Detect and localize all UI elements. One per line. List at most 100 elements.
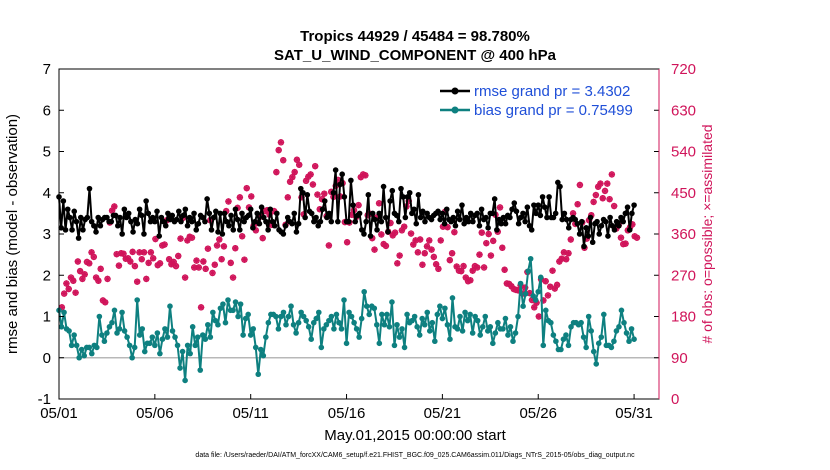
rmse-point [178, 218, 184, 225]
obs-assimilated-point [435, 265, 442, 273]
obs-assimilated-point [136, 249, 143, 256]
obs-assimilated-point [483, 239, 490, 247]
obs-assimilated-point [195, 264, 202, 271]
bias-point [525, 268, 531, 274]
rmse-point [125, 210, 132, 217]
rmse-point [67, 214, 73, 221]
bias-point [61, 309, 67, 316]
obs-assimilated-point [289, 173, 296, 181]
rmse-point [352, 218, 359, 225]
bias-point [121, 328, 128, 334]
rmse-point [616, 222, 622, 229]
rmse-point [437, 216, 444, 223]
bias-point [308, 336, 315, 342]
bias-point [235, 313, 241, 320]
y-tick-label: 7 [43, 61, 51, 78]
obs-assimilated-point [531, 304, 538, 311]
bias-point [169, 328, 176, 334]
bias-point [189, 324, 196, 330]
bias-point [222, 319, 229, 326]
bias-point [384, 311, 390, 318]
bias-point [109, 319, 115, 326]
bias-point [252, 344, 259, 351]
rmse-point [450, 214, 457, 221]
rmse-point [544, 214, 550, 221]
bias-point [457, 313, 463, 320]
obs-assimilated-point [617, 234, 625, 241]
obs-assimilated-point [474, 264, 481, 271]
bias-point [263, 334, 269, 340]
obs-assimilated-point [76, 267, 84, 275]
rmse-point [147, 218, 154, 225]
bias-point [379, 311, 385, 318]
bias-point [432, 338, 438, 345]
bias-point [487, 324, 494, 330]
rmse-point [581, 243, 587, 250]
rmse-point [311, 218, 317, 225]
rmse-point [611, 227, 618, 233]
bias-point [616, 324, 622, 330]
bias-point [157, 350, 163, 357]
rmse-point [491, 196, 498, 202]
rmse-point [291, 210, 298, 217]
rmse-point [180, 212, 186, 219]
bias-point [537, 274, 544, 281]
rmse-point [363, 218, 369, 225]
y-tick-label-right: 720 [671, 61, 696, 78]
bias-point [68, 342, 75, 349]
rmse-point [230, 227, 237, 233]
obs-assimilated-point [90, 253, 98, 261]
rmse-point [350, 202, 356, 208]
bias-point [116, 326, 123, 332]
obs-assimilated-point [204, 245, 212, 252]
obs-assimilated-point [592, 191, 600, 199]
bias-point [280, 309, 287, 316]
bias-point [568, 324, 574, 330]
rmse-point [596, 231, 603, 237]
obs-assimilated-point [622, 240, 629, 247]
bias-layer [56, 255, 637, 384]
y-tick-label-right: 540 [671, 144, 696, 161]
rmse-point [84, 214, 91, 221]
bias-point [464, 317, 471, 324]
rmse-point [104, 214, 110, 221]
bias-point [563, 332, 569, 338]
obs-assimilated-point [88, 249, 95, 256]
rmse-point [326, 210, 332, 217]
obs-assimilated-point [396, 252, 403, 259]
bias-point [300, 313, 307, 320]
rmse-point [485, 225, 491, 231]
rmse-point [256, 220, 263, 227]
obs-assimilated-point [102, 299, 109, 306]
bias-point [184, 342, 191, 349]
bias-point [583, 344, 589, 351]
rmse-point [223, 218, 230, 225]
rmse-point [393, 212, 400, 219]
bias-point [381, 321, 388, 328]
bias-point [126, 342, 133, 349]
bias-point [199, 332, 206, 338]
obs-assimilated-point [184, 237, 191, 244]
obs-assimilated-point [92, 274, 100, 281]
rmse-point [293, 229, 300, 235]
rmse-point [169, 212, 176, 219]
bias-point [416, 332, 423, 338]
obs-assimilated-point [478, 229, 485, 236]
rmse-point [583, 225, 589, 231]
rmse-point [71, 208, 78, 215]
bias-point [437, 303, 443, 309]
rmse-point [454, 208, 461, 215]
rmse-point [141, 231, 147, 237]
rmse-point [605, 233, 611, 239]
x-axis-label: May.01,2015 00:00:00 start [324, 427, 506, 444]
obs-assimilated-point [277, 139, 285, 146]
obs-assimilated-point [273, 168, 280, 176]
rmse-point [339, 171, 345, 177]
obs-assimilated-point [211, 261, 218, 268]
obs-assimilated-point [311, 162, 319, 170]
rmse-point [470, 218, 476, 225]
bias-point [240, 332, 246, 338]
y-tick-label: -1 [38, 391, 51, 408]
bias-point [588, 328, 595, 334]
